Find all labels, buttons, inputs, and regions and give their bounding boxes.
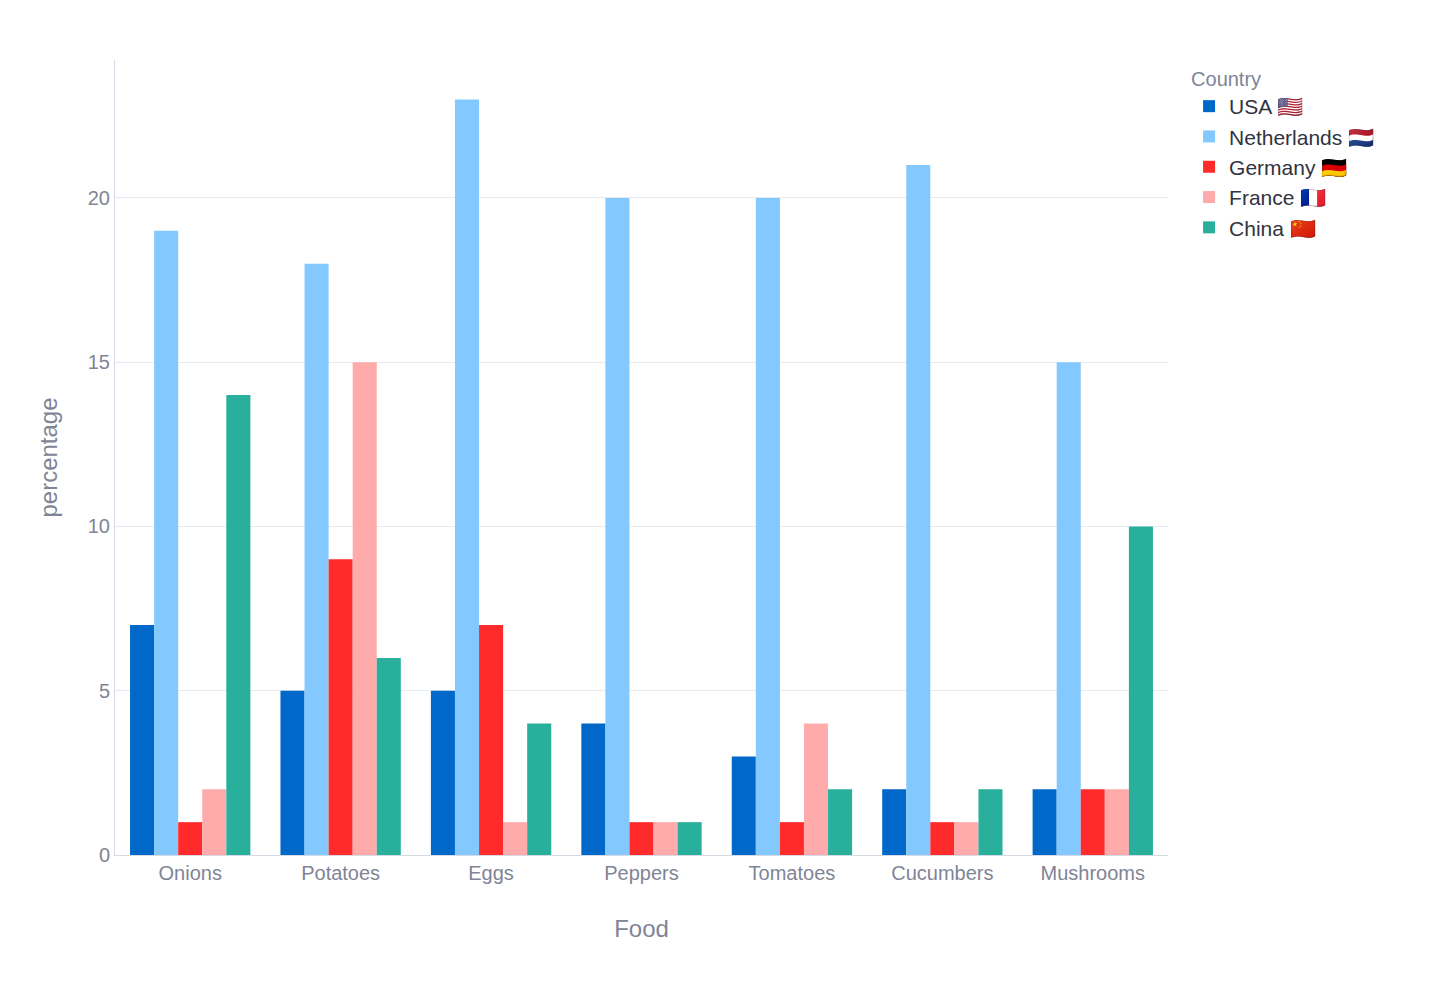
svg-text:10: 10 <box>88 515 110 537</box>
svg-text:Eggs: Eggs <box>468 862 514 884</box>
svg-text:Mushrooms: Mushrooms <box>1041 862 1145 884</box>
svg-text:Netherlands 🇳🇱: Netherlands 🇳🇱 <box>1229 126 1374 149</box>
svg-text:USA 🇺🇸: USA 🇺🇸 <box>1229 95 1303 118</box>
svg-text:Germany 🇩🇪: Germany 🇩🇪 <box>1229 156 1347 179</box>
svg-text:Country: Country <box>1191 68 1261 90</box>
svg-text:percentage: percentage <box>35 397 62 517</box>
svg-text:0: 0 <box>99 844 110 866</box>
svg-text:Potatoes: Potatoes <box>301 862 380 884</box>
svg-text:15: 15 <box>88 351 110 373</box>
svg-text:France 🇫🇷: France 🇫🇷 <box>1229 186 1326 209</box>
svg-text:Onions: Onions <box>159 862 222 884</box>
svg-text:Food: Food <box>614 915 669 942</box>
svg-text:Tomatoes: Tomatoes <box>749 862 836 884</box>
svg-text:China 🇨🇳: China 🇨🇳 <box>1229 217 1316 240</box>
svg-text:Cucumbers: Cucumbers <box>891 862 993 884</box>
svg-text:Peppers: Peppers <box>604 862 679 884</box>
svg-text:20: 20 <box>88 187 110 209</box>
svg-text:5: 5 <box>99 680 110 702</box>
